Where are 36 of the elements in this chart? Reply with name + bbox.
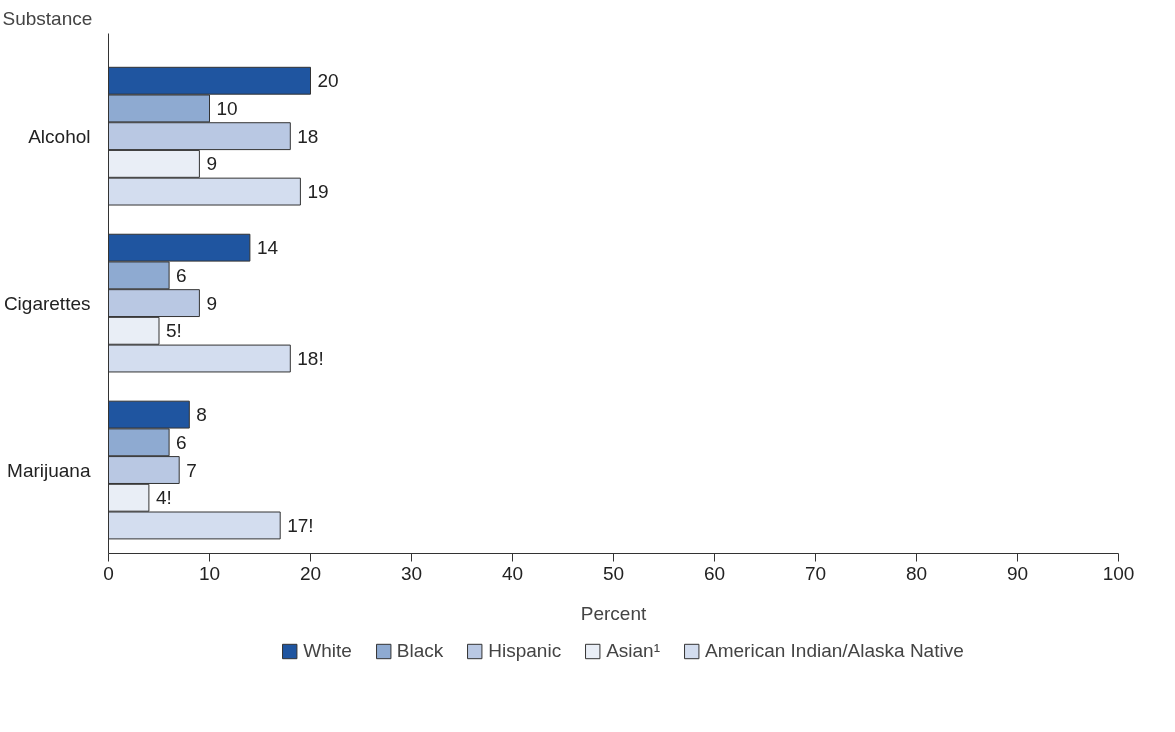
data-label: 19 xyxy=(307,181,329,203)
data-label: 5! xyxy=(166,320,182,342)
data-label: 17! xyxy=(287,514,314,536)
data-label: 10 xyxy=(216,97,238,119)
x-tick-label: 50 xyxy=(602,562,625,584)
data-label: 6 xyxy=(176,264,187,286)
x-tick-label: 80 xyxy=(905,562,928,584)
legend-label: Black xyxy=(396,640,444,662)
x-tick-label: 20 xyxy=(299,562,322,584)
data-label: 18 xyxy=(297,125,319,147)
x-axis-title: Percent xyxy=(580,602,647,624)
y-tick-label: Marijuana xyxy=(7,459,91,481)
data-label: 9 xyxy=(206,292,217,314)
x-tick-label: 0 xyxy=(103,562,114,584)
x-tick-label: 40 xyxy=(501,562,524,584)
data-label: 20 xyxy=(317,70,339,92)
x-tick-label: 100 xyxy=(1102,562,1135,584)
y-axis-title: Substance xyxy=(2,7,93,29)
x-tick-label: 60 xyxy=(703,562,726,584)
x-tick-label: 70 xyxy=(804,562,827,584)
data-label: 6 xyxy=(176,431,187,453)
legend-label: White xyxy=(303,640,352,662)
data-label: 18! xyxy=(297,348,324,370)
x-tick-label: 90 xyxy=(1006,562,1029,584)
data-label: 9 xyxy=(206,153,217,175)
data-label: 14 xyxy=(256,237,279,259)
data-label: 7 xyxy=(186,459,197,481)
y-tick-label: Alcohol xyxy=(28,125,91,147)
x-tick-label: 10 xyxy=(198,562,221,584)
legend-label: Asian¹ xyxy=(606,640,661,662)
data-label: 8 xyxy=(196,404,207,426)
y-tick-label: Cigarettes xyxy=(3,292,91,314)
legend-label: American Indian/Alaska Native xyxy=(705,640,964,662)
data-label: 4! xyxy=(155,487,172,509)
legend-label: Hispanic xyxy=(488,640,562,662)
x-tick-label: 30 xyxy=(400,562,423,584)
